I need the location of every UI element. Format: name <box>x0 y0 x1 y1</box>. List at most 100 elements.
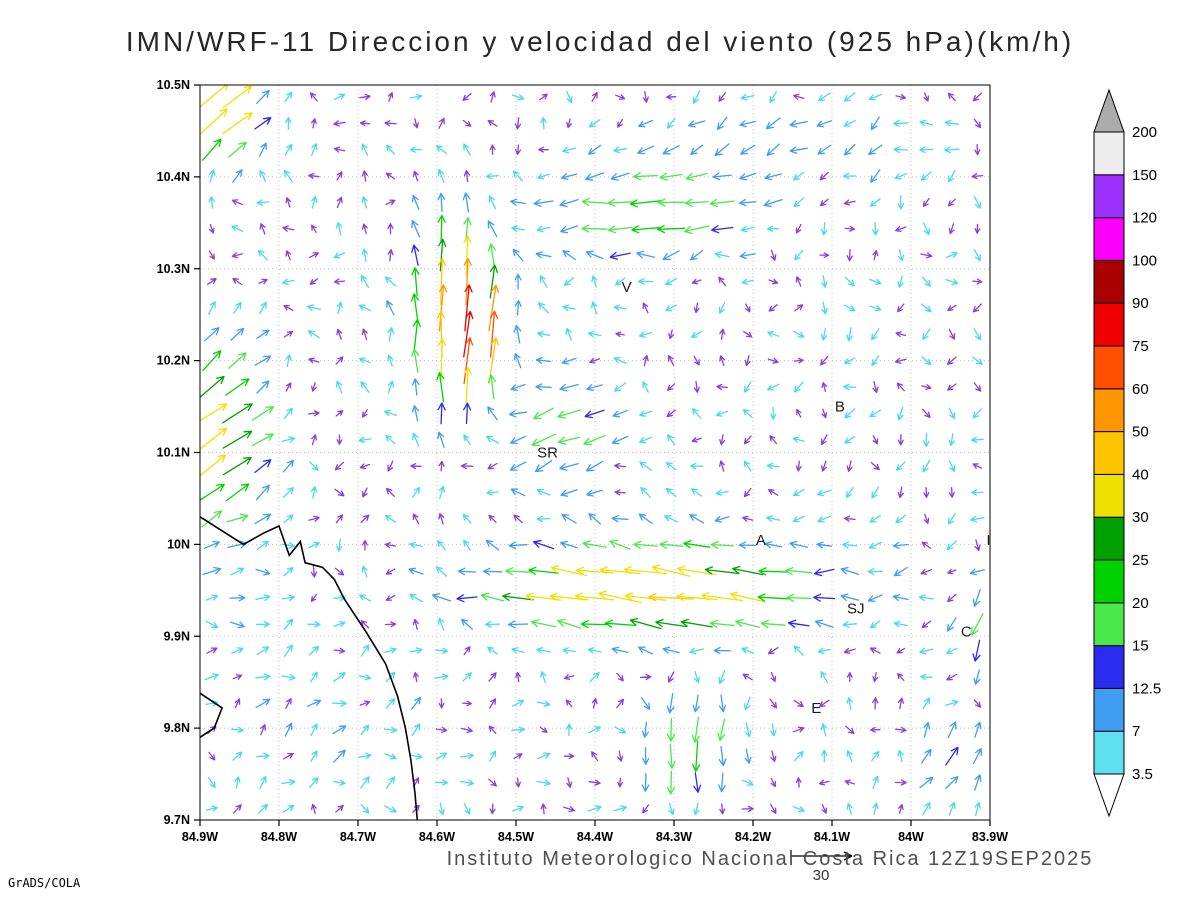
wind-arrow <box>282 459 294 473</box>
wind-arrow <box>435 145 448 155</box>
wind-arrow <box>718 276 727 287</box>
wind-arrow <box>741 805 754 813</box>
wind-arrow <box>638 119 654 128</box>
wind-arrow <box>948 460 956 472</box>
wind-arrow <box>666 770 676 795</box>
lon-tick-label: 84.9W <box>182 830 218 844</box>
wind-arrow <box>335 410 344 417</box>
colorbar-label: 60 <box>1132 381 1149 398</box>
wind-arrow <box>333 146 346 153</box>
wind-arrow <box>488 337 500 385</box>
wind-arrow <box>285 197 292 208</box>
wind-arrow <box>586 489 603 497</box>
wind-arrow <box>536 647 551 654</box>
wind-arrow <box>896 647 906 654</box>
wind-arrow <box>231 199 243 206</box>
wind-arrow <box>387 223 394 235</box>
wind-arrow <box>536 700 551 707</box>
wind-arrow <box>922 197 930 208</box>
colorbar-label: 20 <box>1132 595 1149 612</box>
wind-arrow <box>792 436 805 443</box>
station-label: A <box>756 532 766 549</box>
wind-arrow <box>770 671 777 683</box>
wind-arrow <box>629 199 662 208</box>
wind-arrow <box>921 620 932 629</box>
wind-arrow <box>869 647 881 654</box>
wind-arrow <box>310 723 318 737</box>
wind-arrow <box>581 224 608 233</box>
wind-arrow <box>285 250 292 261</box>
wind-arrow <box>638 513 653 525</box>
wind-arrow <box>284 143 293 156</box>
wind-arrow <box>563 674 575 681</box>
wind-arrow <box>613 356 627 365</box>
vector-key-arrow <box>790 851 853 861</box>
wind-arrow <box>536 779 551 787</box>
wind-arrow <box>463 803 471 815</box>
wind-arrow <box>384 514 397 523</box>
wind-arrow <box>462 119 472 127</box>
wind-arrow <box>560 540 578 549</box>
wind-arrow <box>972 747 982 765</box>
wind-arrow <box>487 243 496 268</box>
wind-arrow <box>540 671 547 684</box>
wind-arrow <box>257 803 268 814</box>
colorbar-segment <box>1093 687 1125 732</box>
wind-arrow <box>651 564 691 577</box>
caption: Instituto Meteorologico Nacional Costa R… <box>446 848 1094 870</box>
wind-arrow <box>308 357 320 364</box>
wind-arrow <box>896 461 906 471</box>
wind-arrow <box>947 593 957 603</box>
wind-arrow <box>588 144 602 155</box>
wind-arrow <box>489 310 499 358</box>
wind-arrow <box>611 515 629 523</box>
wind-arrow <box>785 566 813 576</box>
wind-arrow <box>846 750 853 763</box>
wind-arrow <box>922 459 931 473</box>
wind-arrow <box>533 407 555 420</box>
wind-arrow <box>947 568 957 575</box>
wind-arrow <box>409 647 423 654</box>
wind-arrow <box>232 674 243 680</box>
lat-tick-label: 10.2N <box>157 354 190 368</box>
wind-arrow <box>690 462 704 470</box>
wind-arrow <box>384 542 397 549</box>
wind-arrow <box>256 380 270 394</box>
wind-arrow <box>843 515 856 522</box>
wind-arrow <box>770 406 777 420</box>
wind-arrow <box>202 350 222 372</box>
wind-arrow <box>767 330 780 338</box>
wind-arrow <box>582 540 607 549</box>
wind-arrow <box>514 117 522 130</box>
colorbar-segment <box>1093 217 1125 261</box>
wind-arrow <box>409 146 423 153</box>
wind-arrow <box>974 144 981 156</box>
wind-arrow <box>741 779 754 786</box>
wind-arrow <box>534 460 553 473</box>
wind-arrow <box>894 173 908 180</box>
wind-arrow <box>281 542 296 549</box>
wind-arrow <box>872 775 879 790</box>
wind-arrow <box>843 383 857 391</box>
colorbar-segment <box>1093 174 1125 219</box>
wind-arrow <box>598 590 642 604</box>
wind-arrow <box>639 410 653 417</box>
wind-arrow <box>892 541 909 549</box>
wind-arrow <box>642 747 650 765</box>
wind-arrow <box>360 644 370 657</box>
wind-arrow <box>641 773 650 792</box>
wind-arrow <box>222 85 253 109</box>
wind-arrow <box>665 277 678 286</box>
wind-arrow <box>743 435 752 445</box>
wind-arrow <box>821 382 828 392</box>
wind-arrow <box>868 93 882 101</box>
wind-arrow <box>359 463 371 470</box>
wind-arrow <box>641 721 649 738</box>
wind-arrow <box>690 330 703 338</box>
wind-arrow <box>234 698 241 709</box>
wind-arrow <box>615 94 626 100</box>
wind-arrow <box>336 171 343 181</box>
wind-arrow <box>665 304 678 312</box>
wind-arrow <box>616 672 624 682</box>
wind-arrow <box>819 171 829 181</box>
